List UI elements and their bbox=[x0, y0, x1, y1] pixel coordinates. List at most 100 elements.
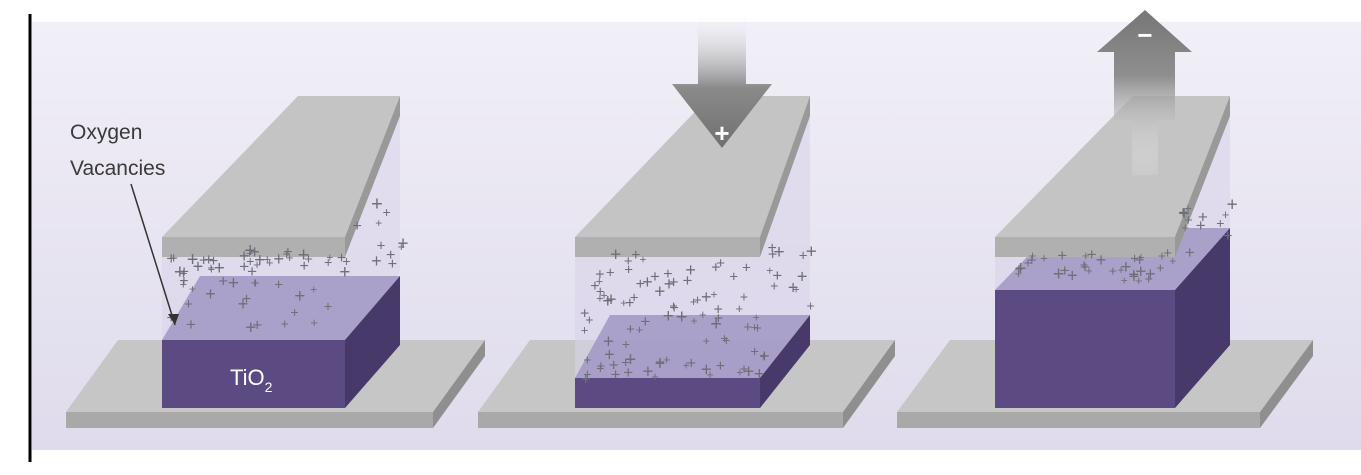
vacancy-plus-icon: + bbox=[685, 260, 696, 280]
vacancy-plus-icon: + bbox=[1184, 201, 1192, 216]
vacancy-plus-icon: + bbox=[371, 251, 382, 271]
vacancy-plus-icon: + bbox=[214, 258, 225, 279]
vacancy-plus-icon: + bbox=[743, 361, 754, 382]
vacancy-plus-icon: + bbox=[583, 352, 591, 368]
vacancy-plus-icon: + bbox=[383, 204, 391, 220]
vacancy-plus-icon: + bbox=[711, 259, 720, 276]
plus-signs-3: ++++++++++ ++ ++++++ +++ ++ ++ ++ ++ +++++++++++… bbox=[1015, 194, 1238, 287]
plus-signs-1: ++++ ++ +++ + + ++ +++++++ +++++ +++ + ++ +++ ++++++… bbox=[166, 193, 408, 338]
vacancy-plus-icon: + bbox=[228, 273, 239, 294]
vacancy-plus-icon: + bbox=[650, 267, 660, 286]
vacancy-plus-icon: + bbox=[640, 252, 647, 266]
vacancy-plus-icon: + bbox=[585, 311, 593, 327]
vacancy-plus-icon: + bbox=[691, 314, 698, 328]
vacancy-plus-icon: + bbox=[640, 312, 650, 331]
vacancy-plus-icon: + bbox=[736, 301, 744, 316]
vacancy-plus-icon: + bbox=[300, 258, 309, 275]
vacancy-plus-icon: + bbox=[1163, 245, 1172, 262]
vacancy-plus-icon: + bbox=[774, 242, 785, 263]
vacancy-plus-icon: + bbox=[1223, 228, 1232, 245]
caption-strip bbox=[32, 450, 1361, 475]
vacancy-plus-icon: + bbox=[722, 332, 730, 348]
minus-symbol-icon: − bbox=[1137, 20, 1152, 50]
vacancy-plus-icon: + bbox=[683, 271, 693, 290]
vacancy-plus-icon: + bbox=[622, 336, 630, 352]
vacancy-plus-icon: + bbox=[186, 315, 196, 334]
vacancy-plus-icon: + bbox=[310, 282, 317, 296]
vacancy-plus-icon: + bbox=[193, 257, 204, 277]
vacancy-plus-icon: + bbox=[1109, 263, 1117, 279]
vacancy-plus-icon: + bbox=[807, 297, 815, 313]
vacancy-plus-icon: + bbox=[1087, 245, 1097, 264]
lift-up-arrow: − bbox=[1097, 10, 1192, 175]
vacancy-plus-icon: + bbox=[174, 262, 186, 284]
vacancy-plus-icon: + bbox=[238, 294, 249, 314]
vacancy-plus-icon: + bbox=[1120, 257, 1131, 278]
vacancy-plus-icon: + bbox=[654, 282, 665, 303]
vacancy-plus-icon: + bbox=[294, 286, 305, 307]
panel-positive-voltage-state: +++++++++++++++ +++++++++++++++++++++++ ++… bbox=[478, 14, 895, 428]
vacancy-plus-icon: + bbox=[208, 262, 216, 277]
vacancy-plus-icon: + bbox=[1169, 254, 1176, 268]
vacancy-plus-icon: + bbox=[590, 278, 599, 295]
vacancy-plus-icon: + bbox=[740, 288, 748, 304]
vacancy-plus-icon: + bbox=[184, 296, 193, 313]
vacancy-plus-icon: + bbox=[189, 282, 196, 296]
vacancy-plus-icon: + bbox=[274, 276, 283, 293]
vacancy-plus-icon: + bbox=[1057, 246, 1067, 265]
vacancy-plus-icon: + bbox=[386, 247, 395, 264]
vacancy-plus-icon: + bbox=[239, 257, 249, 276]
vacancy-plus-icon: + bbox=[1178, 203, 1190, 225]
vacancy-plus-icon: + bbox=[1137, 250, 1145, 265]
vacancy-plus-icon: + bbox=[670, 300, 679, 317]
press-down-arrow: + bbox=[672, 14, 772, 148]
vacancy-plus-icon: + bbox=[636, 322, 644, 337]
vacancy-plus-icon: + bbox=[253, 257, 261, 272]
vacancy-plus-icon: + bbox=[714, 302, 723, 319]
vacancy-plus-icon: + bbox=[620, 296, 627, 310]
vacancy-plus-icon: + bbox=[180, 276, 188, 291]
vacancy-plus-icon: + bbox=[676, 306, 688, 328]
vacancy-plus-icon: + bbox=[264, 251, 272, 266]
vacancy-plus-icon: + bbox=[703, 334, 710, 348]
vacancy-plus-icon: + bbox=[596, 290, 604, 305]
vacancy-plus-icon: + bbox=[266, 255, 274, 270]
vacancy-plus-icon: + bbox=[642, 272, 653, 292]
vacancy-plus-icon: + bbox=[595, 267, 604, 284]
vacancy-plus-icon: + bbox=[797, 267, 808, 287]
vacancy-plus-icon: + bbox=[283, 245, 291, 261]
vacancy-plus-icon: + bbox=[1145, 264, 1156, 284]
vacancy-plus-icon: + bbox=[596, 284, 605, 301]
vacancy-plus-icon: + bbox=[625, 349, 637, 371]
vacancy-plus-icon: + bbox=[669, 273, 679, 292]
vacancy-plus-icon: + bbox=[1029, 248, 1037, 263]
vacancy-plus-icon: + bbox=[760, 349, 767, 363]
vacancy-plus-icon: + bbox=[1135, 251, 1145, 270]
oxygen-label-line1: Oxygen bbox=[70, 121, 142, 144]
vacancy-plus-icon: + bbox=[207, 260, 215, 275]
vacancy-plus-icon: + bbox=[754, 364, 765, 385]
vacancy-plus-icon: + bbox=[706, 367, 714, 382]
vacancy-plus-icon: + bbox=[581, 370, 591, 389]
vacancy-plus-icon: + bbox=[342, 253, 350, 269]
vacancy-plus-icon: + bbox=[1080, 258, 1090, 277]
vacancy-plus-icon: + bbox=[326, 251, 333, 265]
vacancy-plus-icon: + bbox=[179, 265, 187, 281]
vacancy-plus-icon: + bbox=[388, 256, 397, 273]
oxygen-vacancies-label: Oxygen Vacancies bbox=[70, 121, 179, 326]
vacancy-plus-icon: + bbox=[742, 260, 751, 277]
vacancy-plus-icon: + bbox=[603, 331, 614, 352]
vacancy-plus-icon: + bbox=[298, 245, 310, 267]
vacancy-plus-icon: + bbox=[310, 315, 318, 330]
oxygen-label-line2: Vacancies bbox=[70, 157, 165, 180]
vacancy-plus-icon: + bbox=[324, 254, 332, 270]
vacancy-plus-icon: + bbox=[324, 298, 333, 315]
top-plate-2 bbox=[575, 96, 810, 257]
vacancy-plus-icon: + bbox=[751, 320, 759, 335]
vacancy-plus-icon: + bbox=[1015, 266, 1023, 281]
vacancy-plus-icon: + bbox=[1184, 212, 1193, 229]
vacancy-plus-icon: + bbox=[750, 343, 759, 360]
vacancy-plus-icon: + bbox=[244, 240, 256, 262]
vacancy-plus-icon: + bbox=[664, 274, 675, 294]
vacancy-plus-icon: + bbox=[209, 253, 218, 270]
